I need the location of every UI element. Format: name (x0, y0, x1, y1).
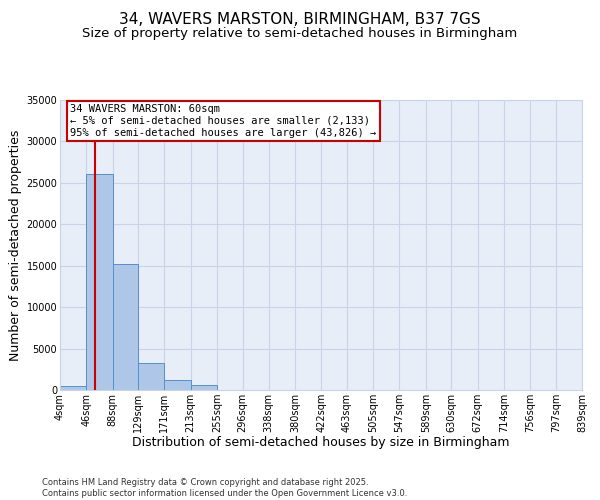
Text: Size of property relative to semi-detached houses in Birmingham: Size of property relative to semi-detach… (82, 28, 518, 40)
Text: 34 WAVERS MARSTON: 60sqm
← 5% of semi-detached houses are smaller (2,133)
95% of: 34 WAVERS MARSTON: 60sqm ← 5% of semi-de… (70, 104, 377, 138)
Text: 34, WAVERS MARSTON, BIRMINGHAM, B37 7GS: 34, WAVERS MARSTON, BIRMINGHAM, B37 7GS (119, 12, 481, 28)
Y-axis label: Number of semi-detached properties: Number of semi-detached properties (9, 130, 22, 360)
Bar (191, 386, 217, 390)
Bar (86, 174, 113, 390)
Text: Contains HM Land Registry data © Crown copyright and database right 2025.
Contai: Contains HM Land Registry data © Crown c… (42, 478, 407, 498)
X-axis label: Distribution of semi-detached houses by size in Birmingham: Distribution of semi-detached houses by … (132, 436, 510, 450)
Bar (113, 264, 138, 390)
Bar (60, 386, 86, 390)
Bar (138, 362, 164, 390)
Bar (164, 380, 191, 390)
